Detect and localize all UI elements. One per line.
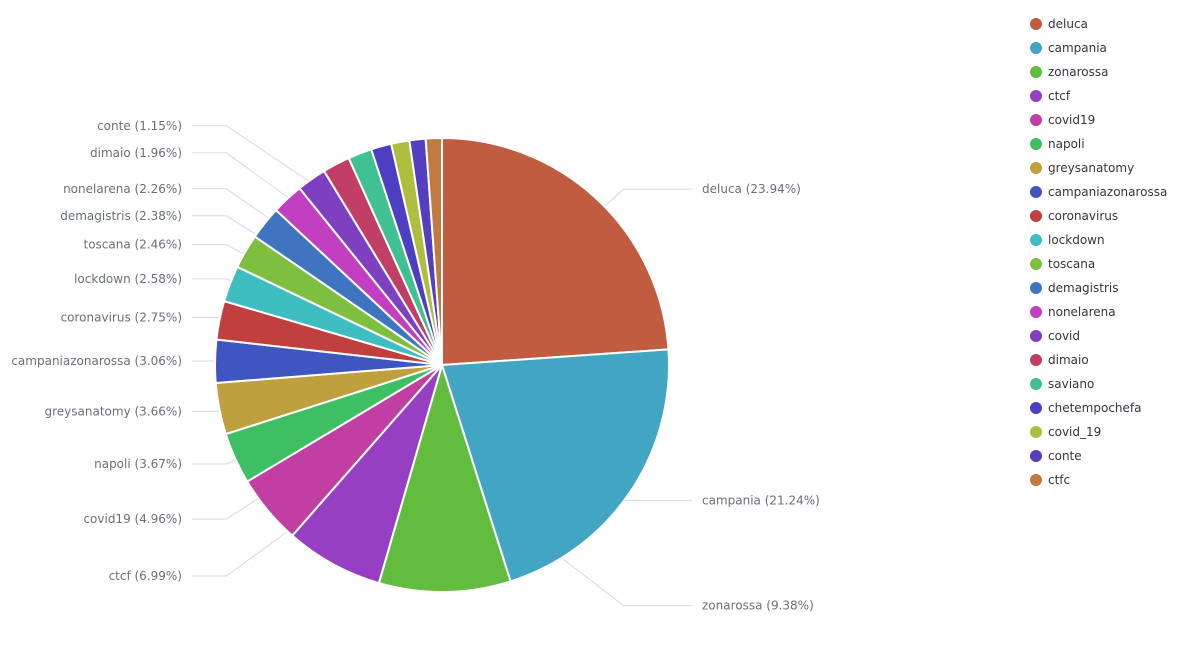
legend-label: campaniazonarossa bbox=[1048, 185, 1168, 199]
legend-swatch-icon bbox=[1030, 258, 1042, 270]
slice-label-conte: conte (1.15%) bbox=[97, 119, 182, 133]
legend-swatch-icon bbox=[1030, 186, 1042, 198]
slice-label-napoli: napoli (3.67%) bbox=[94, 457, 182, 471]
legend-label: covid_19 bbox=[1048, 425, 1102, 439]
slice-label-nonelarena: nonelarena (2.26%) bbox=[63, 182, 182, 196]
slice-label-dimaio: dimaio (1.96%) bbox=[90, 146, 182, 160]
legend-swatch-icon bbox=[1030, 402, 1042, 414]
slice-label-greysanatomy: greysanatomy (3.66%) bbox=[45, 404, 182, 418]
legend-label: ctfc bbox=[1048, 473, 1071, 487]
legend-item-demagistris[interactable]: demagistris bbox=[1030, 276, 1167, 300]
legend-item-campaniazonarossa[interactable]: campaniazonarossa bbox=[1030, 180, 1167, 204]
legend-swatch-icon bbox=[1030, 306, 1042, 318]
pie-slice-zonarossa[interactable] bbox=[377, 364, 512, 593]
legend-swatch-icon bbox=[1030, 210, 1042, 222]
legend-label: dimaio bbox=[1048, 353, 1089, 367]
legend-item-conte[interactable]: conte bbox=[1030, 444, 1167, 468]
slice-label-zonarossa: zonarossa (9.38%) bbox=[702, 599, 814, 613]
legend-item-coronavirus[interactable]: coronavirus bbox=[1030, 204, 1167, 228]
legend-label: greysanatomy bbox=[1048, 161, 1135, 175]
pie-slices bbox=[214, 136, 670, 593]
legend-item-covid-19[interactable]: covid_19 bbox=[1030, 420, 1167, 444]
legend-item-saviano[interactable]: saviano bbox=[1030, 372, 1167, 396]
slice-labels: deluca (23.94%) campania (21.24%) zonaross… bbox=[11, 119, 820, 613]
legend-label: saviano bbox=[1048, 377, 1095, 391]
slice-label-toscana: toscana (2.46%) bbox=[83, 238, 182, 252]
legend-swatch-icon bbox=[1030, 450, 1042, 462]
legend-item-lockdown[interactable]: lockdown bbox=[1030, 228, 1167, 252]
legend-item-deluca[interactable]: deluca bbox=[1030, 12, 1167, 36]
legend-item-zonarossa[interactable]: zonarossa bbox=[1030, 60, 1167, 84]
pie-slice-campania[interactable] bbox=[441, 348, 670, 583]
slice-label-coronavirus: coronavirus (2.75%) bbox=[61, 310, 182, 324]
legend-swatch-icon bbox=[1030, 282, 1042, 294]
legend-label: lockdown bbox=[1048, 233, 1105, 247]
pie-slice-ctfc[interactable] bbox=[424, 136, 443, 366]
legend-item-nonelarena[interactable]: nonelarena bbox=[1030, 300, 1167, 324]
legend-label: campania bbox=[1048, 41, 1107, 55]
legend-swatch-icon bbox=[1030, 42, 1042, 54]
legend-item-covid[interactable]: covid bbox=[1030, 324, 1167, 348]
legend-item-chetempochefa[interactable]: chetempochefa bbox=[1030, 396, 1167, 420]
legend-label: toscana bbox=[1048, 257, 1096, 271]
legend-label: demagistris bbox=[1048, 281, 1119, 295]
legend-label: deluca bbox=[1048, 17, 1088, 31]
legend-label: ctcf bbox=[1048, 89, 1071, 103]
legend-swatch-icon bbox=[1030, 378, 1042, 390]
legend-swatch-icon bbox=[1030, 234, 1042, 246]
legend-swatch-icon bbox=[1030, 66, 1042, 78]
legend-swatch-icon bbox=[1030, 162, 1042, 174]
legend-item-campania[interactable]: campania bbox=[1030, 36, 1167, 60]
legend-swatch-icon bbox=[1030, 474, 1042, 486]
legend-swatch-icon bbox=[1030, 90, 1042, 102]
legend-item-ctcf[interactable]: ctcf bbox=[1030, 84, 1167, 108]
legend-swatch-icon bbox=[1030, 354, 1042, 366]
legend-swatch-icon bbox=[1030, 18, 1042, 30]
legend-label: napoli bbox=[1048, 137, 1085, 151]
legend-swatch-icon bbox=[1030, 138, 1042, 150]
slice-label-campaniazonarossa: campaniazonarossa (3.06%) bbox=[11, 354, 182, 368]
legend-label: conte bbox=[1048, 449, 1082, 463]
legend-label: coronavirus bbox=[1048, 209, 1119, 223]
legend-label: nonelarena bbox=[1048, 305, 1116, 319]
slice-label-lockdown: lockdown (2.58%) bbox=[74, 272, 182, 286]
legend-label: covid bbox=[1048, 329, 1080, 343]
legend-item-covid19[interactable]: covid19 bbox=[1030, 108, 1167, 132]
legend-item-napoli[interactable]: napoli bbox=[1030, 132, 1167, 156]
legend-swatch-icon bbox=[1030, 114, 1042, 126]
legend-label: zonarossa bbox=[1048, 65, 1109, 79]
legend-item-dimaio[interactable]: dimaio bbox=[1030, 348, 1167, 372]
legend-item-greysanatomy[interactable]: greysanatomy bbox=[1030, 156, 1167, 180]
slice-label-demagistris: demagistris (2.38%) bbox=[60, 209, 182, 223]
slice-label-campania: campania (21.24%) bbox=[702, 493, 820, 507]
legend-label: chetempochefa bbox=[1048, 401, 1142, 415]
legend-swatch-icon bbox=[1030, 330, 1042, 342]
legend-label: covid19 bbox=[1048, 113, 1096, 127]
legend-item-ctfc[interactable]: ctfc bbox=[1030, 468, 1167, 492]
legend-swatch-icon bbox=[1030, 426, 1042, 438]
slice-label-ctcf: ctcf (6.99%) bbox=[109, 569, 182, 583]
slice-label-deluca: deluca (23.94%) bbox=[702, 182, 801, 196]
legend: deluca campania zonarossa ctcf covid19 napoli… bbox=[1030, 12, 1167, 492]
pie-slice-deluca[interactable] bbox=[441, 137, 670, 366]
legend-item-toscana[interactable]: toscana bbox=[1030, 252, 1167, 276]
slice-label-covid19: covid19 (4.96%) bbox=[83, 512, 182, 526]
